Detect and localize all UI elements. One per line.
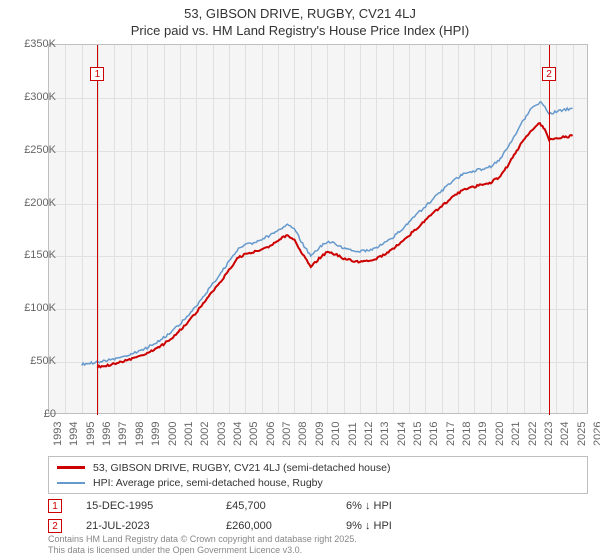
attribution-line1: Contains HM Land Registry data © Crown c… [48,534,357,545]
series-hpi [82,102,573,366]
data-point-price: £260,000 [226,520,346,532]
x-axis-label: 1998 [134,422,146,446]
data-point-date: 21-JUL-2023 [86,520,226,532]
x-axis-label: 2019 [477,422,489,446]
x-axis-label: 1993 [52,422,64,446]
y-axis-label: £100K [12,302,56,314]
title-address: 53, GIBSON DRIVE, RUGBY, CV21 4LJ [0,6,600,21]
data-point-marker: 1 [48,499,62,513]
data-point-pct: 6% ↓ HPI [346,500,466,512]
plot-box: 12 [48,44,588,414]
x-axis-label: 2021 [510,422,522,446]
marker-line-2 [549,45,550,415]
data-point-marker: 2 [48,519,62,533]
attribution-text: Contains HM Land Registry data © Crown c… [48,534,357,556]
x-axis-label: 2002 [199,422,211,446]
legend-item: HPI: Average price, semi-detached house,… [57,475,579,490]
x-axis-label: 1996 [101,422,113,446]
y-axis-label: £250K [12,144,56,156]
x-axis-label: 2004 [232,422,244,446]
data-point-date: 15-DEC-1995 [86,500,226,512]
x-axis-label: 2012 [363,422,375,446]
y-axis-label: £300K [12,91,56,103]
legend-label: HPI: Average price, semi-detached house,… [93,477,323,489]
x-axis-label: 2016 [428,422,440,446]
x-axis-label: 2025 [576,422,588,446]
x-axis-label: 2000 [167,422,179,446]
chart-container: 53, GIBSON DRIVE, RUGBY, CV21 4LJ Price … [0,0,600,560]
title-block: 53, GIBSON DRIVE, RUGBY, CV21 4LJ Price … [0,0,600,38]
x-axis-label: 2014 [396,422,408,446]
x-axis-label: 2001 [183,422,195,446]
x-axis-label: 2026 [592,422,600,446]
x-axis-label: 2007 [281,422,293,446]
legend-label: 53, GIBSON DRIVE, RUGBY, CV21 4LJ (semi-… [93,462,390,474]
x-axis-label: 2024 [559,422,571,446]
series-lines [49,45,589,415]
y-axis-label: £50K [12,355,56,367]
x-axis-label: 2018 [461,422,473,446]
x-axis-label: 2005 [248,422,260,446]
marker-box-1: 1 [90,67,104,81]
x-axis-label: 1999 [150,422,162,446]
x-axis-label: 2009 [314,422,326,446]
data-point-row: 1 15-DEC-1995£45,7006% ↓ HPI [48,496,588,516]
x-axis-label: 1995 [85,422,97,446]
x-axis-label: 2023 [543,422,555,446]
legend-item: 53, GIBSON DRIVE, RUGBY, CV21 4LJ (semi-… [57,460,579,475]
data-point-price: £45,700 [226,500,346,512]
x-axis-label: 1994 [68,422,80,446]
chart-area: 12 [48,44,588,414]
title-subtitle: Price paid vs. HM Land Registry's House … [0,23,600,38]
x-axis-label: 2015 [412,422,424,446]
data-points-table: 1 15-DEC-1995£45,7006% ↓ HPI 2 21-JUL-2023£… [48,496,588,536]
x-axis-label: 2017 [445,422,457,446]
y-axis-label: £350K [12,38,56,50]
y-axis-label: £200K [12,197,56,209]
x-axis-label: 2020 [494,422,506,446]
legend-box: 53, GIBSON DRIVE, RUGBY, CV21 4LJ (semi-… [48,456,588,494]
x-axis-label: 2003 [216,422,228,446]
x-axis-label: 2010 [330,422,342,446]
x-axis-label: 2013 [379,422,391,446]
y-axis-label: £0 [12,408,56,420]
x-axis-label: 2008 [297,422,309,446]
legend-swatch [57,466,85,469]
attribution-line2: This data is licensed under the Open Gov… [48,545,357,556]
x-axis-label: 2022 [527,422,539,446]
x-axis-label: 2011 [347,422,359,446]
data-point-row: 2 21-JUL-2023£260,0009% ↓ HPI [48,516,588,536]
x-axis-label: 2006 [265,422,277,446]
marker-line-1 [97,45,98,415]
legend-swatch [57,482,85,484]
marker-box-2: 2 [542,67,556,81]
data-point-pct: 9% ↓ HPI [346,520,466,532]
y-axis-label: £150K [12,249,56,261]
x-axis-label: 1997 [117,422,129,446]
series-property [97,123,572,368]
